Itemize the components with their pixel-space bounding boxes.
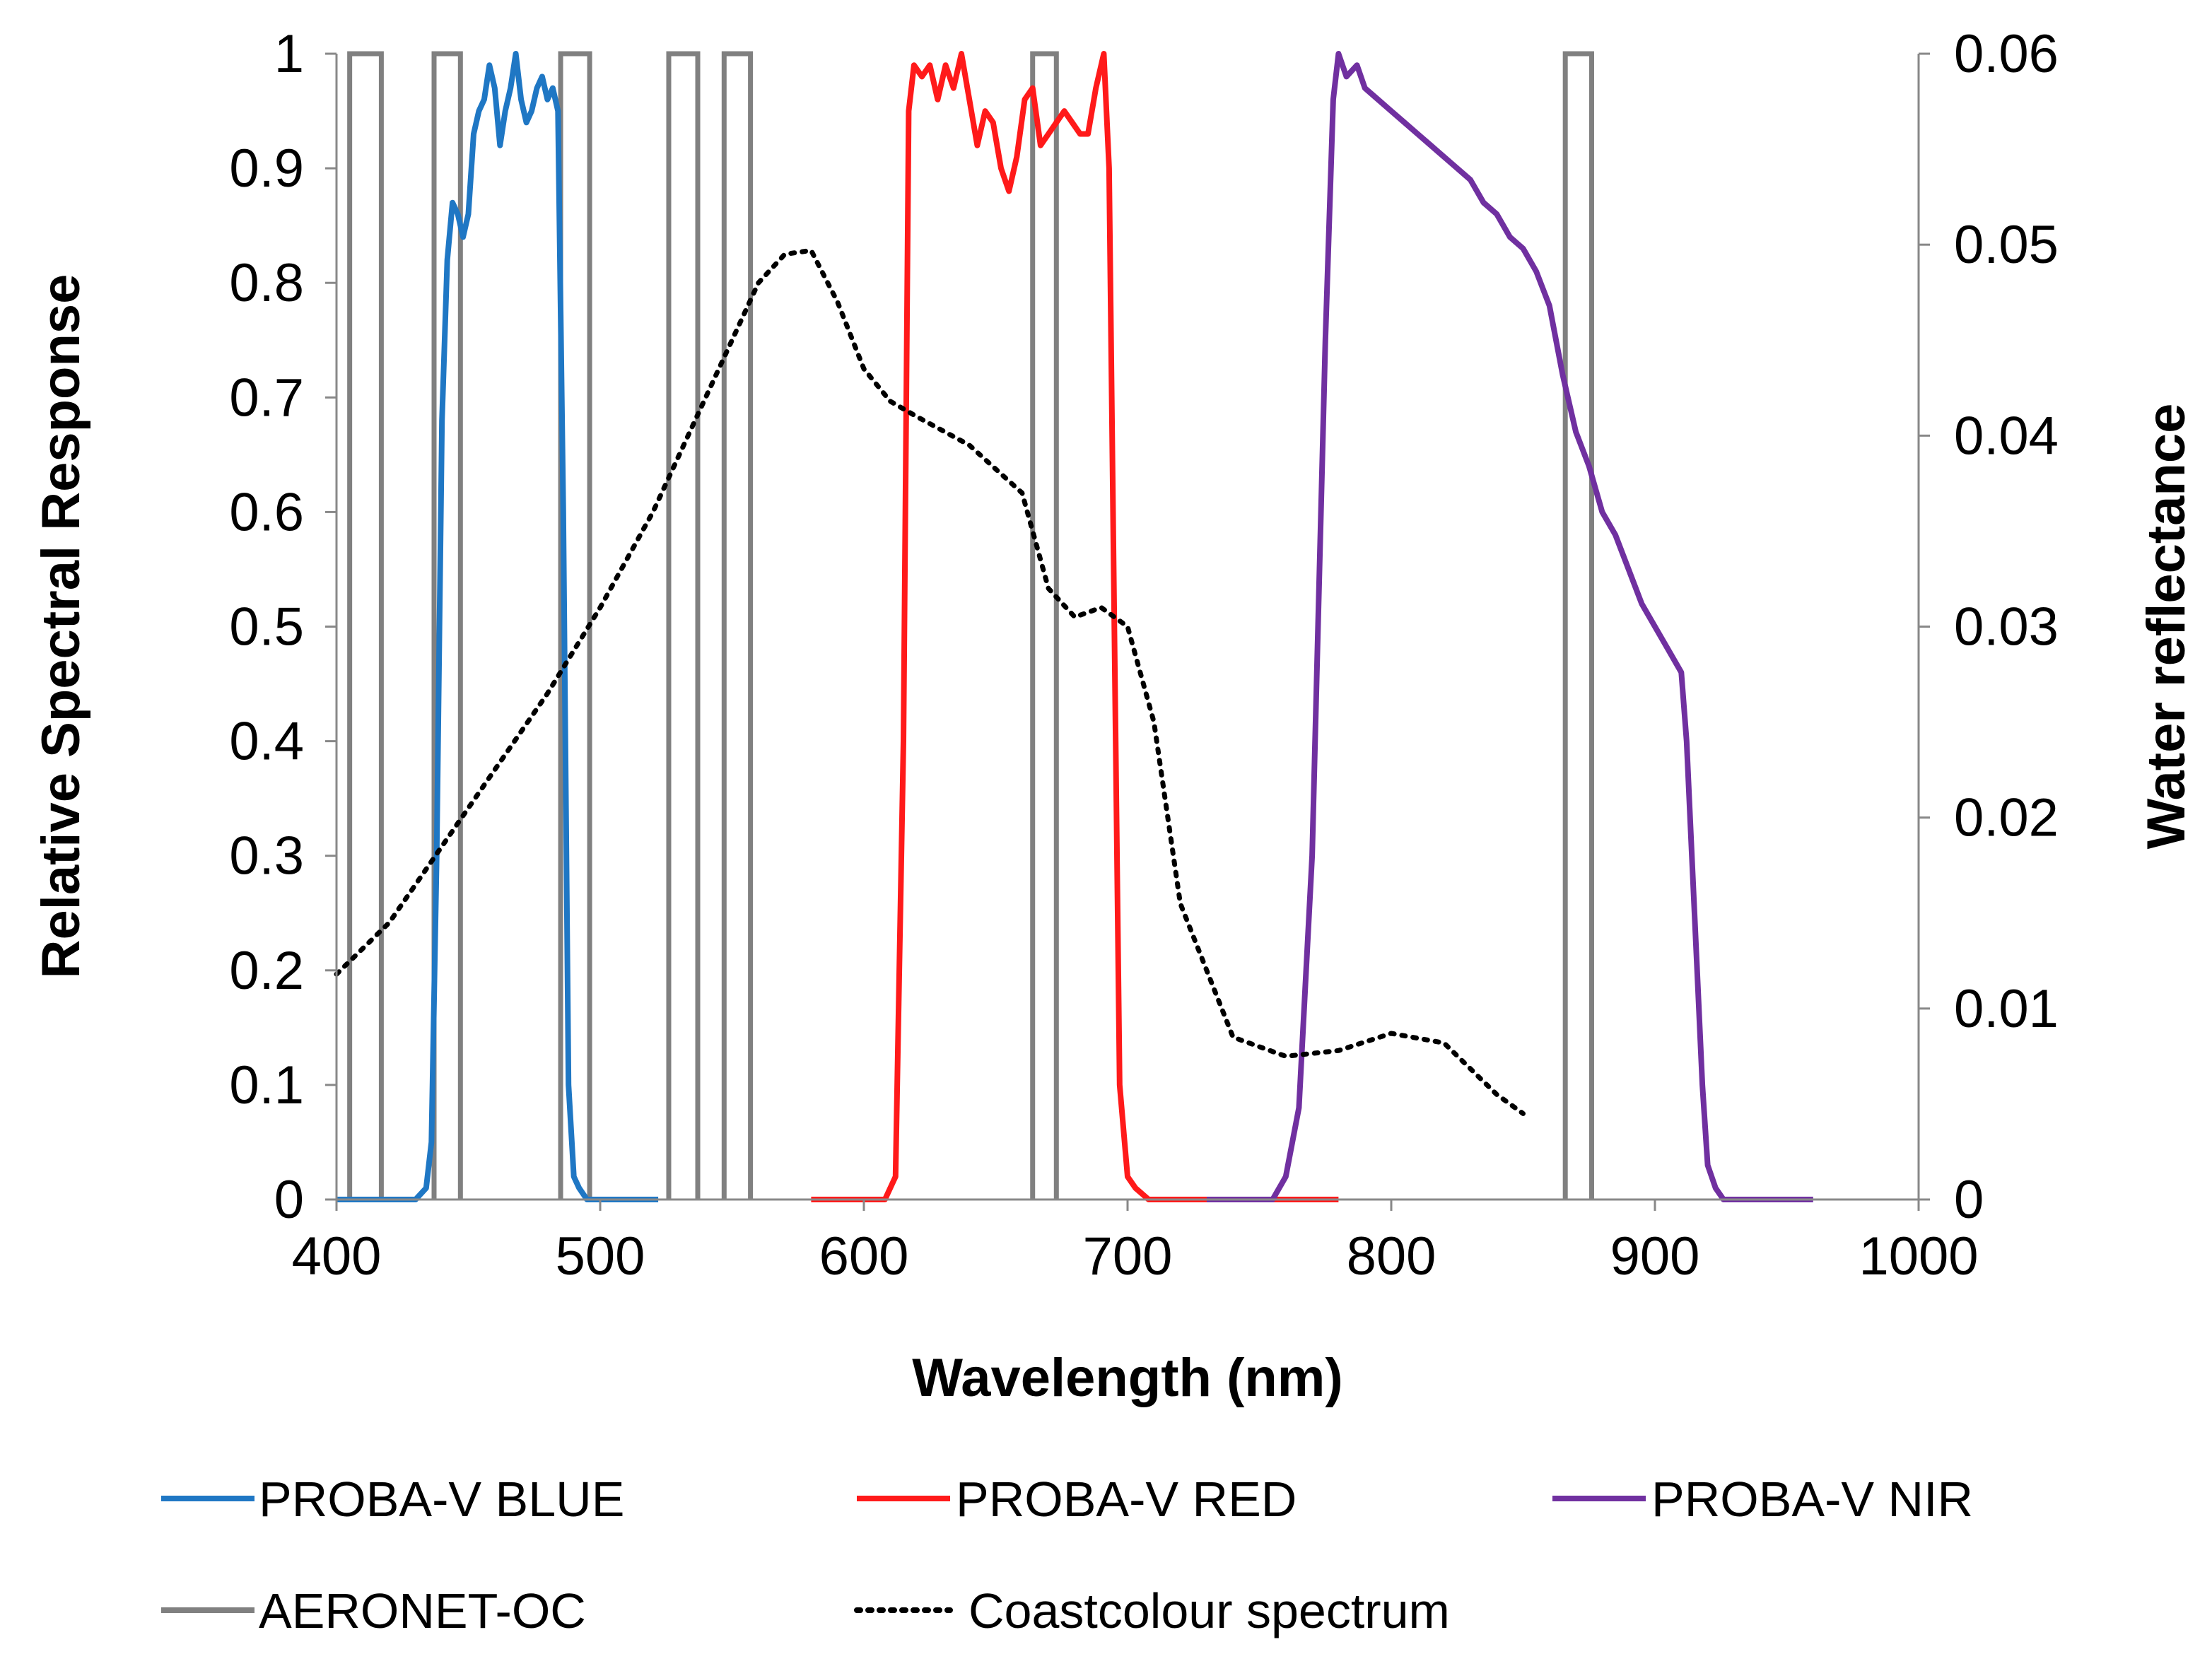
ticks: 400 500 600 700 800 900 100000.10.20.30.40.50.… xyxy=(229,24,2059,1286)
y2-tick-label: 0.05 xyxy=(1954,215,2059,275)
series-line-proba-v-nir xyxy=(1206,51,1813,1202)
y2-tick-label: 0.01 xyxy=(1954,979,2059,1039)
plot-area xyxy=(334,51,1813,1202)
legend-label-nir: PROBA-V NIR xyxy=(1651,1472,1973,1527)
x-tick-label: 600 xyxy=(819,1226,909,1286)
x-axis-title: Wavelength (nm) xyxy=(912,1348,1342,1408)
legend-item-proba-v-blue: PROBA-V BLUE xyxy=(161,1472,624,1527)
aeronet-band-0 xyxy=(347,51,384,1200)
y-tick-label: 0.8 xyxy=(229,253,304,313)
y2-tick-label: 0.04 xyxy=(1954,406,2059,466)
legend-item-aeronet-oc: AERONET-OC xyxy=(161,1583,586,1638)
aeronet-band-1 xyxy=(431,51,463,1200)
aeronet-band-6 xyxy=(1562,51,1594,1200)
y2-axis-title: Water reflectance xyxy=(2136,404,2196,850)
legend: PROBA-V BLUE PROBA-V RED PROBA-V NIR AER… xyxy=(161,1472,1973,1638)
legend-item-proba-v-red: PROBA-V RED xyxy=(857,1472,1297,1527)
series-line-proba-v-red xyxy=(811,51,1339,1202)
x-tick-label: 400 xyxy=(292,1226,382,1286)
x-tick-label: 900 xyxy=(1610,1226,1700,1286)
y-tick-label: 0.9 xyxy=(229,139,304,199)
aeronet-band-3 xyxy=(666,51,701,1200)
y-tick-label: 0 xyxy=(274,1170,304,1230)
y2-tick-label: 0.03 xyxy=(1954,597,2059,657)
y2-tick-label: 0.02 xyxy=(1954,788,2059,848)
y-tick-label: 0.6 xyxy=(229,482,304,542)
x-tick-label: 800 xyxy=(1347,1226,1436,1286)
legend-label-coastcolour: Coastcolour spectrum xyxy=(969,1583,1450,1638)
y-axis-title: Relative Spectral Response xyxy=(31,274,91,979)
y-tick-label: 0.4 xyxy=(229,712,304,772)
aeronet-band-5 xyxy=(1030,51,1059,1200)
aeronet-band-4 xyxy=(721,51,754,1200)
y-tick-label: 0.2 xyxy=(229,941,304,1001)
y-tick-label: 0.1 xyxy=(229,1055,304,1115)
y-tick-label: 0.3 xyxy=(229,826,304,886)
y-tick-label: 0.5 xyxy=(229,597,304,657)
legend-label-red: PROBA-V RED xyxy=(956,1472,1297,1527)
series-line-proba-v-blue xyxy=(337,51,659,1202)
legend-label-blue: PROBA-V BLUE xyxy=(259,1472,624,1527)
x-tick-label: 700 xyxy=(1083,1226,1173,1286)
y-tick-label: 0.7 xyxy=(229,368,304,428)
legend-item-coastcolour: Coastcolour spectrum xyxy=(854,1583,1450,1638)
series-line-coastcolour-spectrum xyxy=(334,247,1526,1116)
legend-label-aeronet: AERONET-OC xyxy=(259,1583,586,1638)
legend-item-proba-v-nir: PROBA-V NIR xyxy=(1552,1472,1973,1527)
y2-tick-label: 0 xyxy=(1954,1170,1984,1230)
x-tick-label: 1000 xyxy=(1859,1226,1978,1286)
y2-tick-label: 0.06 xyxy=(1954,24,2059,84)
x-tick-label: 500 xyxy=(556,1226,645,1286)
y-tick-label: 1 xyxy=(274,24,304,84)
